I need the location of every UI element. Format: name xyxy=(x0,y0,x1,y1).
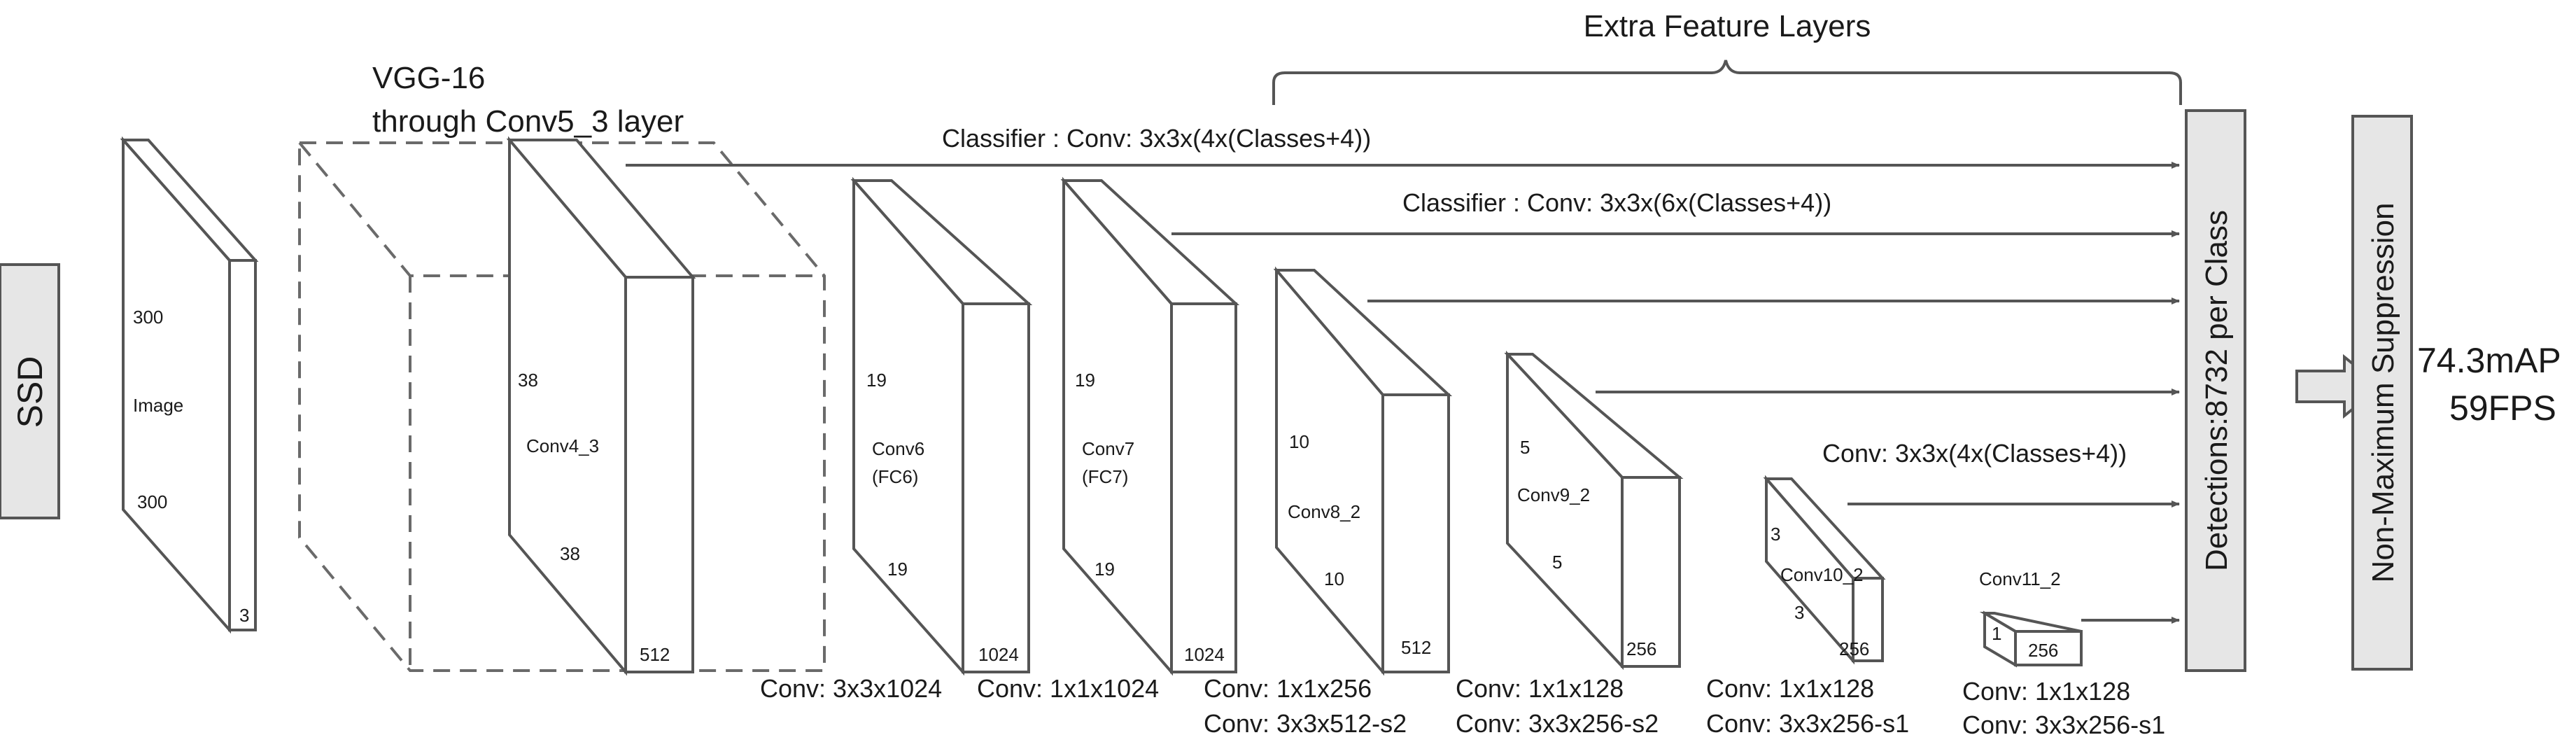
ssd-box: SSD xyxy=(0,263,60,519)
conv6-width-label: 19 xyxy=(887,559,908,580)
conv7-width-label: 19 xyxy=(1095,559,1115,580)
conv7-name-label: Conv7 xyxy=(1082,438,1134,459)
conv4-3-height-label: 38 xyxy=(518,370,538,391)
nms-label: Non-Maximum Suppression xyxy=(2366,203,2400,583)
conv7-block: 19 Conv7 (FC7) 19 1024 xyxy=(1060,176,1240,676)
classifier-label-1: Classifier : Conv: 3x3x(4x(Classes+4)) xyxy=(942,124,1371,153)
conv7-sub-label: (FC7) xyxy=(1082,466,1128,487)
conv-operation-labels: Conv: 3x3x1024 Conv: 1x1x1024 Conv: 1x1x… xyxy=(760,674,2165,739)
conv8-2-name-label: Conv8_2 xyxy=(1288,501,1360,522)
conv10-2-name-label: Conv10_2 xyxy=(1780,564,1864,585)
input-width-label: 300 xyxy=(137,491,167,512)
conv10-2-channels-label: 256 xyxy=(1839,638,1869,659)
detection-arrows xyxy=(626,162,2180,624)
conv9-2-channels-label: 256 xyxy=(1626,638,1656,659)
conv8-2-op-label-1: Conv: 1x1x256 xyxy=(1204,674,1372,703)
extra-feature-layers-brace: Extra Feature Layers xyxy=(1272,9,2182,105)
classifier-label-3: Conv: 3x3x(4x(Classes+4)) xyxy=(1822,439,2127,468)
conv4-3-channels-label: 512 xyxy=(640,644,670,665)
input-image-label: Image xyxy=(133,395,183,416)
results-map: 74.3mAP xyxy=(2417,341,2561,380)
classifier-label-2: Classifier : Conv: 3x3x(6x(Classes+4)) xyxy=(1402,188,1831,217)
conv8-2-op-label-2: Conv: 3x3x512-s2 xyxy=(1204,709,1407,738)
conv6-op-label: Conv: 3x3x1024 xyxy=(760,674,942,703)
ssd-label: SSD xyxy=(10,356,50,428)
conv7-op-label: Conv: 1x1x1024 xyxy=(977,674,1159,703)
conv8-2-width-label: 10 xyxy=(1324,568,1344,589)
conv9-2-name-label: Conv9_2 xyxy=(1517,484,1590,505)
conv7-channels-label: 1024 xyxy=(1184,644,1225,665)
vgg-label-line1: VGG-16 xyxy=(372,61,485,95)
conv11-2-block: Conv11_2 1 256 xyxy=(1979,568,2083,668)
conv6-sub-label: (FC6) xyxy=(872,466,918,487)
conv10-2-op-label-2: Conv: 3x3x256-s1 xyxy=(1706,709,1909,738)
conv4-3-name-label: Conv4_3 xyxy=(526,435,599,456)
conv11-2-op-label-1: Conv: 1x1x128 xyxy=(1962,677,2130,706)
diagram-title: Extra Feature Layers xyxy=(1584,9,1871,43)
conv6-channels-label: 1024 xyxy=(978,644,1019,665)
conv9-2-block: 5 Conv9_2 5 256 xyxy=(1504,350,1684,671)
conv9-2-op-label-1: Conv: 1x1x128 xyxy=(1456,674,1624,703)
conv9-2-height-label: 5 xyxy=(1520,437,1530,458)
conv10-2-height-label: 3 xyxy=(1771,524,1780,545)
conv9-2-width-label: 5 xyxy=(1552,552,1562,573)
input-image-block: 300 Image 300 3 xyxy=(120,136,259,634)
input-channels-label: 3 xyxy=(239,605,249,626)
conv7-height-label: 19 xyxy=(1075,370,1095,391)
conv11-2-channels-label: 256 xyxy=(2028,640,2058,661)
conv6-height-label: 19 xyxy=(866,370,887,391)
conv4-3-block: 38 Conv4_3 38 512 xyxy=(506,136,696,676)
conv11-2-name-label: Conv11_2 xyxy=(1979,568,2061,589)
conv10-2-op-label-1: Conv: 1x1x128 xyxy=(1706,674,1874,703)
conv8-2-channels-label: 512 xyxy=(1401,637,1431,658)
detections-box: Detections:8732 per Class xyxy=(2185,109,2246,672)
input-height-label: 300 xyxy=(133,307,163,328)
vgg16-dashed-block: VGG-16 through Conv5_3 layer xyxy=(298,61,826,672)
results-fps: 59FPS xyxy=(2449,388,2556,428)
nms-box: Non-Maximum Suppression xyxy=(2351,115,2413,671)
conv11-2-height-label: 1 xyxy=(1992,623,2001,644)
vgg-label-line2: through Conv5_3 layer xyxy=(372,104,684,139)
conv11-2-op-label-2: Conv: 3x3x256-s1 xyxy=(1962,710,2165,739)
conv8-2-block: 10 Conv8_2 10 512 xyxy=(1273,266,1453,676)
conv6-name-label: Conv6 xyxy=(872,438,924,459)
conv9-2-op-label-2: Conv: 3x3x256-s2 xyxy=(1456,709,1659,738)
conv10-2-block: 3 Conv10_2 3 256 xyxy=(1763,475,1886,665)
conv6-block: 19 Conv6 (FC6) 19 1024 xyxy=(850,176,1033,676)
conv10-2-width-label: 3 xyxy=(1794,602,1804,623)
conv4-3-width-label: 38 xyxy=(560,543,580,564)
conv8-2-height-label: 10 xyxy=(1289,431,1309,452)
detections-label: Detections:8732 per Class xyxy=(2200,210,2234,571)
